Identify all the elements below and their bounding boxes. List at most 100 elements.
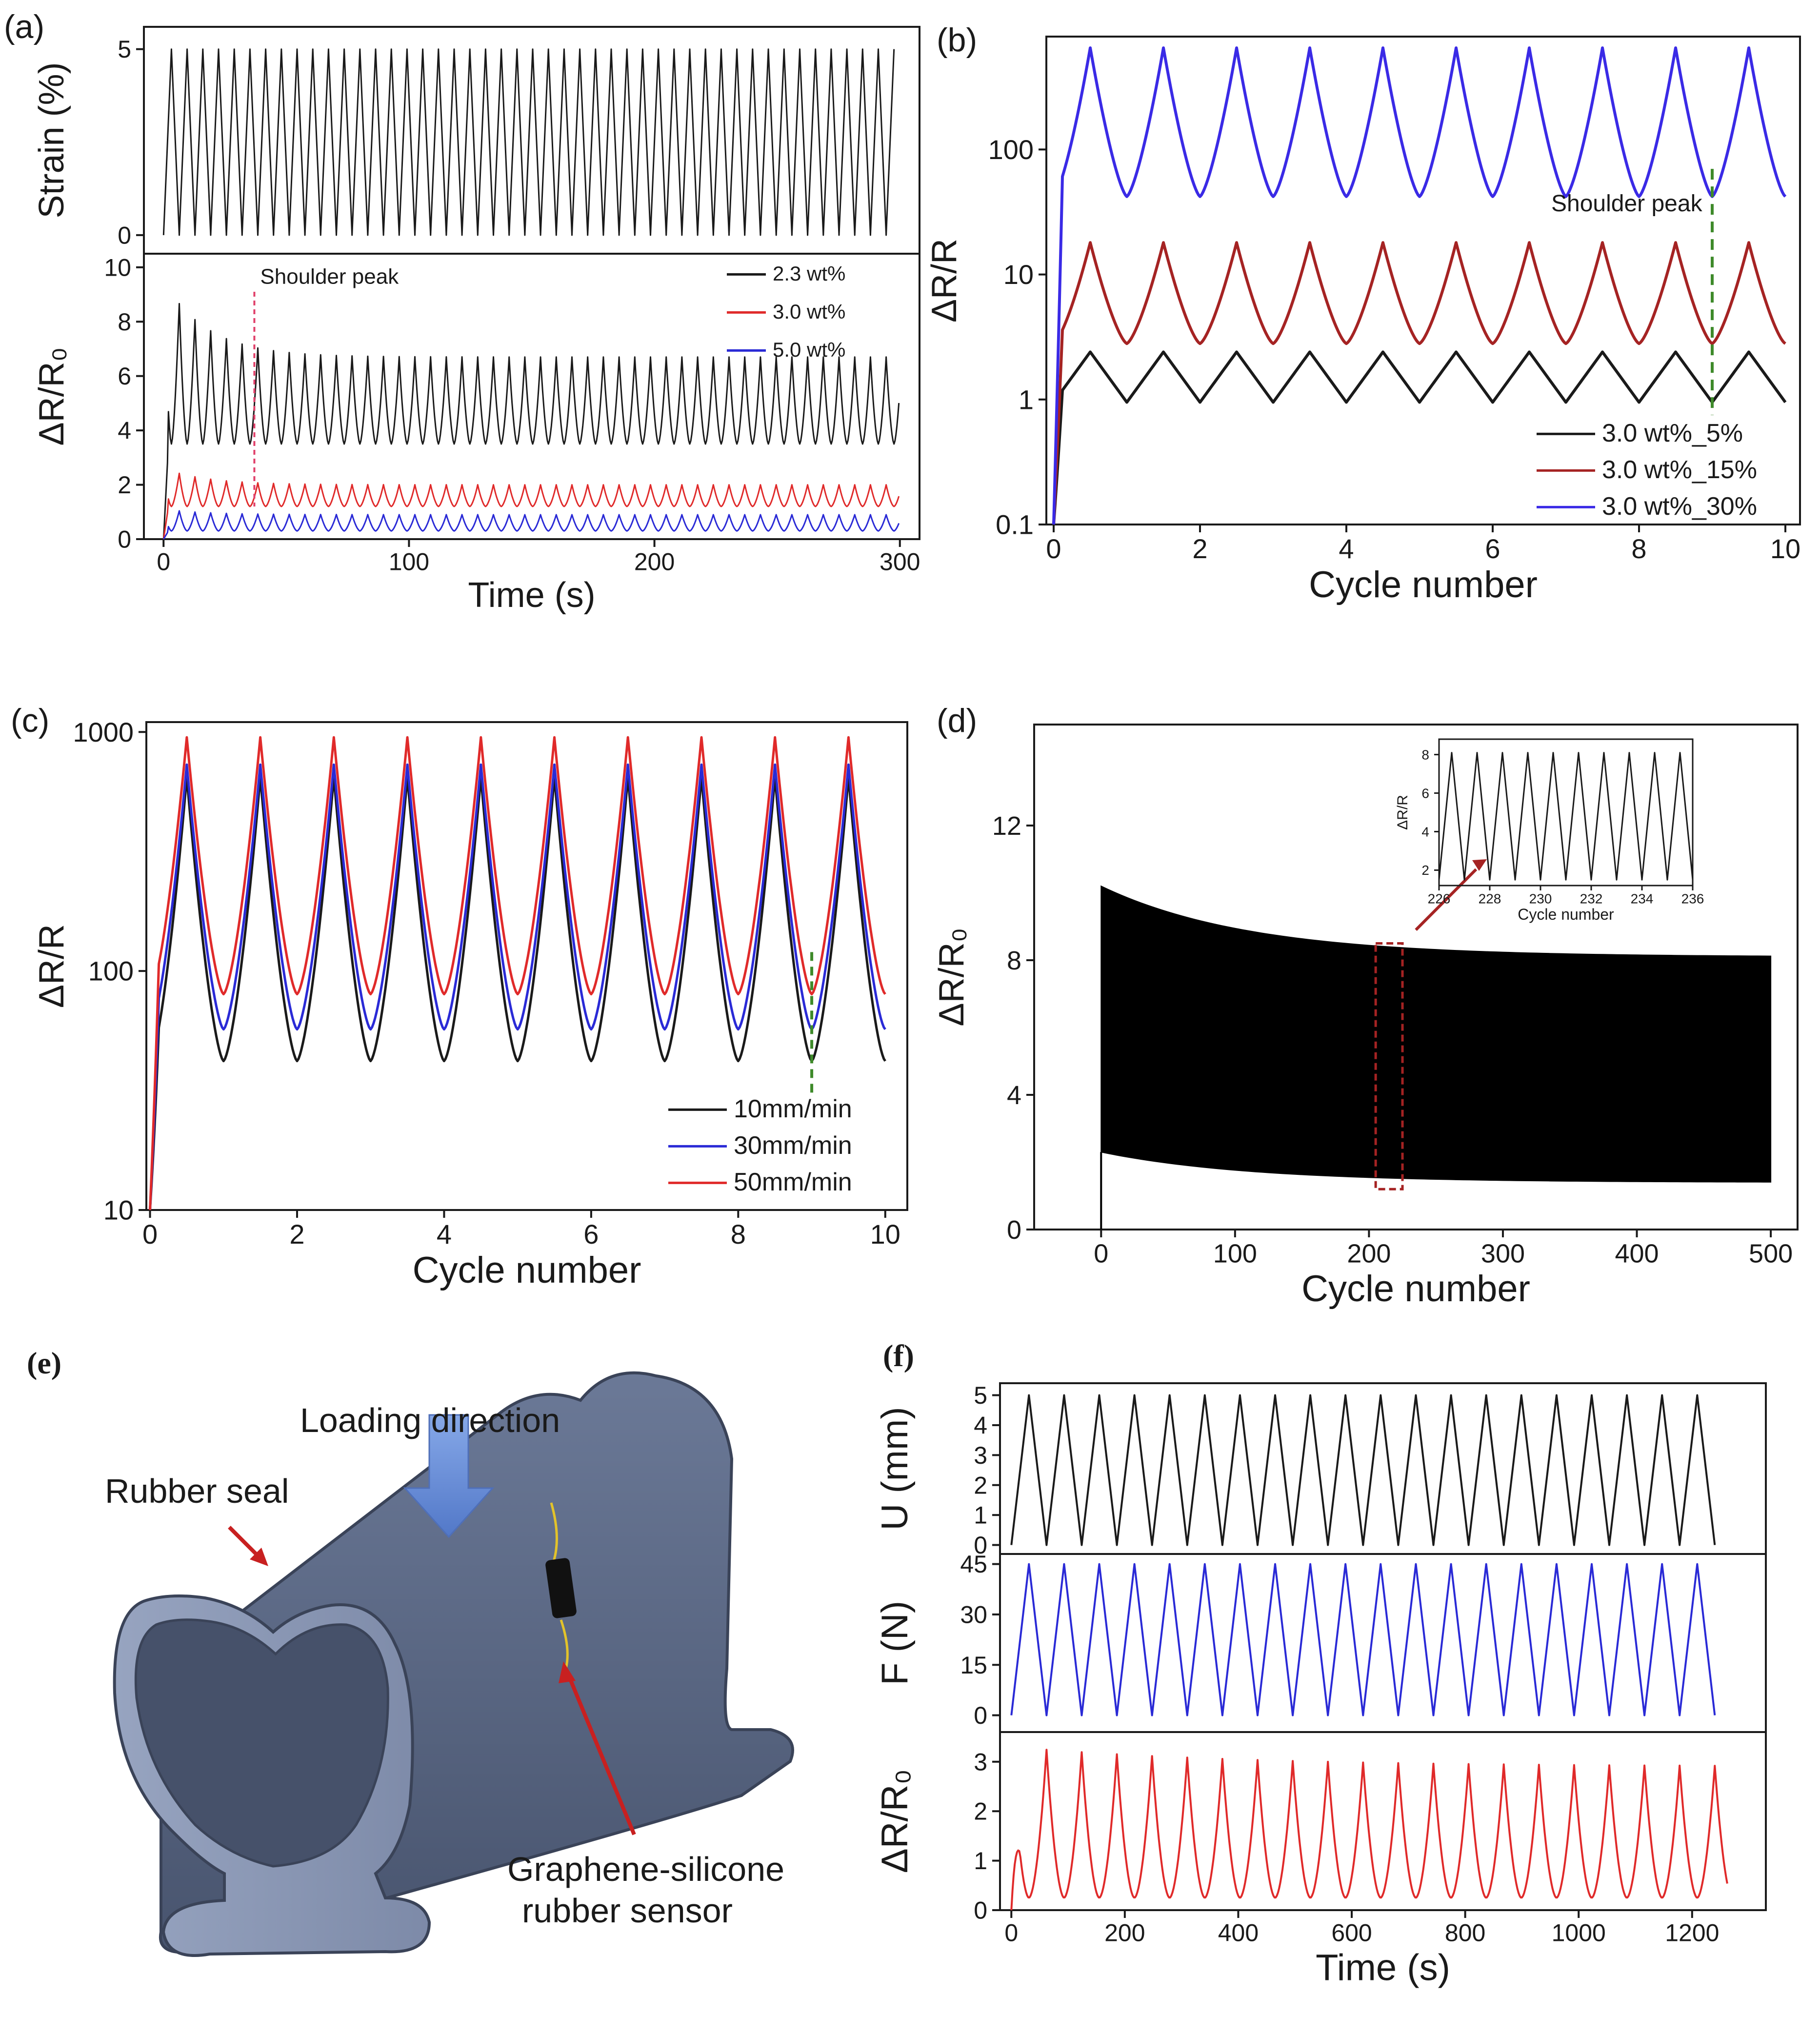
y-axis-label: ΔR/R₀ xyxy=(32,347,71,446)
y-tick-label: 1 xyxy=(974,1847,987,1875)
r-series-line xyxy=(1010,1749,1728,1911)
legend-entry: 2.3 wt% xyxy=(773,262,845,285)
zoom-arrow-head xyxy=(1472,859,1487,871)
x-tick-label: 400 xyxy=(1615,1239,1659,1268)
y-axis-label: ΔR/R xyxy=(1395,795,1411,830)
seal-cavity xyxy=(134,1618,389,1868)
y-tick-label: 5 xyxy=(974,1382,987,1409)
chart-d-inset: 226 228 230 232 234 236 2 4 6 8 Cycle number ΔR/R xyxy=(1395,738,1704,923)
x-tick-label: 600 xyxy=(1331,1919,1372,1947)
y-tick-label: 4 xyxy=(118,417,131,444)
chart-f-resistance: 0 200 400 600 800 1000 1200 0 1 2 3 Time (s) ΔR/R₀ xyxy=(874,1731,1767,1988)
y-tick-label: 3 xyxy=(974,1442,987,1469)
series-line-2 xyxy=(149,736,886,1210)
x-tick-label: 400 xyxy=(1218,1919,1259,1947)
y-tick-label: 2 xyxy=(974,1798,987,1825)
x-tick-label: 10 xyxy=(1770,533,1800,564)
y-tick-label: 4 xyxy=(1421,824,1429,839)
y-tick-label: 0 xyxy=(974,1702,987,1729)
x-tick-label: 234 xyxy=(1631,891,1654,907)
x-tick-label: 800 xyxy=(1445,1919,1485,1947)
x-tick-label: 200 xyxy=(1104,1919,1145,1947)
plot-frame xyxy=(143,253,920,540)
chart-a-strain: 0 5 Strain (%) xyxy=(32,26,920,255)
plot-frame xyxy=(1438,738,1694,887)
y-tick-label: 6 xyxy=(1421,786,1429,801)
x-tick-label: 6 xyxy=(1485,533,1500,564)
y-tick-label: 0 xyxy=(1007,1215,1021,1245)
legend-entry: 10mm/min xyxy=(734,1095,852,1123)
y-tick-label: 0 xyxy=(118,526,131,553)
y-tick-label: 100 xyxy=(988,134,1034,165)
x-axis-label: Time (s) xyxy=(1316,1947,1450,1988)
x-tick-label: 232 xyxy=(1580,891,1603,907)
panel-letter-f: (f) xyxy=(883,1338,914,1373)
inset-series-line xyxy=(1438,752,1694,881)
y-axis-label: Strain (%) xyxy=(32,62,71,218)
y-axis-label: ΔR/R xyxy=(32,924,71,1008)
y-tick-label: 10 xyxy=(104,254,131,281)
y-tick-label: 3 xyxy=(974,1748,987,1775)
y-tick-label: 5 xyxy=(118,36,131,63)
y-tick-label: 2 xyxy=(118,471,131,499)
x-tick-label: 1000 xyxy=(1552,1919,1606,1947)
legend-entry: 50mm/min xyxy=(734,1168,852,1196)
x-tick-label: 6 xyxy=(583,1219,599,1250)
u-series-line xyxy=(1010,1394,1716,1546)
x-tick-label: 300 xyxy=(1481,1239,1525,1268)
y-axis-label: U (mm) xyxy=(874,1407,916,1530)
y-tick-label: 0 xyxy=(118,222,131,249)
loading-direction-label: Loading direction xyxy=(300,1401,560,1439)
x-tick-label: 200 xyxy=(1347,1239,1391,1268)
legend-entry: 3.0 wt%_30% xyxy=(1602,492,1757,521)
panel-letter-b: (b) xyxy=(937,21,977,59)
x-tick-label: 0 xyxy=(1004,1919,1018,1947)
legend-entry: 3.0 wt%_15% xyxy=(1602,456,1757,484)
chart-d: 0 100 200 300 400 500 0 4 8 12 Cycle number ΔR/R₀ xyxy=(932,724,1799,1310)
series-line-1 xyxy=(149,763,886,1210)
legend-entry: 30mm/min xyxy=(734,1131,852,1160)
zoom-box xyxy=(1374,942,1404,1190)
shoulder-peak-label: Shoulder peak xyxy=(1551,191,1703,217)
x-tick-label: 100 xyxy=(1213,1239,1257,1268)
x-tick-label: 4 xyxy=(1339,533,1354,564)
chart-f-displacement: 0 1 2 3 4 5 U (mm) xyxy=(874,1382,1767,1559)
y-axis-label: ΔR/R₀ xyxy=(932,928,971,1027)
x-tick-label: 236 xyxy=(1681,891,1704,907)
plot-frame xyxy=(999,1731,1767,1911)
x-tick-label: 4 xyxy=(437,1219,452,1250)
sensor-wire xyxy=(550,1502,569,1669)
x-tick-label: 0 xyxy=(157,548,170,576)
chart-f-force: 0 15 30 45 F (N) xyxy=(874,1551,1767,1733)
y-tick-label: 12 xyxy=(992,811,1021,841)
x-tick-label: 0 xyxy=(1094,1239,1108,1268)
y-axis-label: ΔR/R₀ xyxy=(874,1769,916,1873)
series-line-2 xyxy=(163,510,900,540)
x-tick-label: 2 xyxy=(289,1219,304,1250)
x-tick-label: 230 xyxy=(1529,891,1552,907)
zoom-arrow xyxy=(1415,868,1478,931)
sensor-patch xyxy=(545,1558,577,1618)
y-tick-label: 2 xyxy=(1421,863,1429,878)
y-axis-label: F (N) xyxy=(874,1601,916,1685)
y-tick-label: 1 xyxy=(1019,384,1034,415)
y-tick-label: 8 xyxy=(1007,946,1021,975)
x-tick-label: 228 xyxy=(1479,891,1501,907)
sensor-label-line-2: rubber sensor xyxy=(522,1892,733,1930)
x-tick-label: 2 xyxy=(1192,533,1207,564)
chart-a-resistance: 0 100 200 300 0 2 4 6 8 10 Time (s) ΔR/R₀ Shoulder p… xyxy=(32,253,920,615)
y-tick-label: 15 xyxy=(960,1652,987,1679)
y-tick-label: 6 xyxy=(118,363,131,390)
x-tick-label: 500 xyxy=(1749,1239,1793,1268)
legend-entry: 3.0 wt% xyxy=(773,300,845,323)
y-tick-label: 8 xyxy=(118,308,131,336)
y-tick-label: 2 xyxy=(974,1472,987,1499)
x-tick-label: 1200 xyxy=(1665,1919,1719,1947)
rubber-seal-pointer-head xyxy=(250,1548,268,1566)
x-tick-label: 300 xyxy=(880,548,920,576)
y-tick-label: 10 xyxy=(103,1195,134,1226)
x-axis-label: Cycle number xyxy=(1301,1268,1530,1310)
shoulder-peak-label: Shoulder peak xyxy=(260,264,399,288)
plot-frame xyxy=(145,721,908,1211)
